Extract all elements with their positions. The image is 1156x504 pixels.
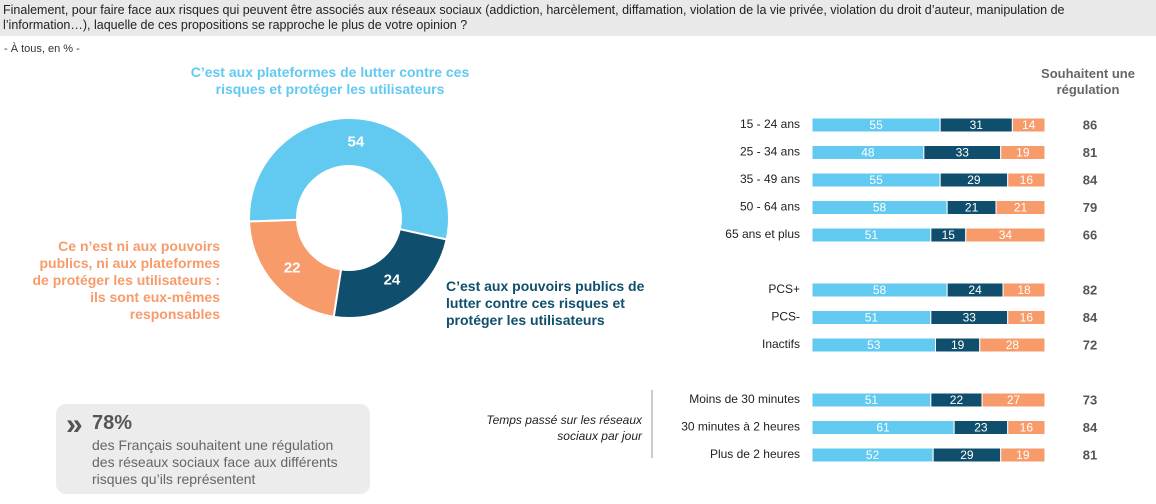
data-label: 18 [1017, 283, 1031, 297]
data-label: 51 [865, 311, 879, 325]
data-label: 61 [876, 421, 890, 435]
data-label: 58 [873, 201, 887, 215]
donut-label: C’est aux plateformes de lutter contre c… [190, 64, 470, 97]
data-label: 28 [1006, 338, 1020, 352]
data-label: 34 [999, 228, 1013, 242]
data-label: 54 [348, 133, 365, 150]
data-label: 24 [384, 272, 401, 289]
callout-figure: 78% [92, 412, 133, 434]
data-label: 52 [866, 448, 880, 462]
data-label: 22 [284, 259, 301, 276]
category-label: Plus de 2 heures [710, 447, 800, 461]
total-value: 81 [1083, 447, 1097, 462]
bar-segment [1007, 310, 1046, 325]
category-label: PCS- [771, 310, 800, 324]
donut-label: Ce n’est ni aux pouvoirs publics, ni aux… [32, 238, 221, 322]
data-label: 21 [1014, 201, 1028, 215]
data-label: 19 [1016, 448, 1030, 462]
donut-segment [248, 117, 450, 241]
data-label: 51 [865, 228, 879, 242]
total-value: 84 [1083, 310, 1098, 325]
bar-segment [1000, 145, 1046, 160]
category-label: Moins de 30 minutes [689, 392, 800, 406]
donut-segment [248, 218, 343, 318]
total-value: 84 [1083, 420, 1098, 435]
total-value: 81 [1083, 145, 1097, 160]
data-label: 55 [869, 118, 883, 132]
data-label: 19 [1016, 146, 1030, 160]
bar-segment [1007, 420, 1046, 435]
bar-segment [965, 227, 1046, 243]
data-label: 31 [970, 118, 984, 132]
note: - À tous, en % - [4, 43, 80, 55]
data-label: 19 [951, 338, 965, 352]
data-label: 15 [942, 228, 956, 242]
category-label: 30 minutes à 2 heures [681, 420, 800, 434]
data-label: 16 [1020, 173, 1034, 187]
bar-segment [995, 200, 1046, 215]
question: Finalement, pour faire face aux risques … [0, 0, 1156, 36]
bar-segment [1000, 447, 1046, 463]
data-label: 22 [950, 393, 964, 407]
data-label: 16 [1020, 311, 1034, 325]
category-label: Inactifs [762, 337, 800, 351]
bar-segment [1011, 117, 1046, 133]
data-label: 24 [968, 283, 982, 297]
total-value: 82 [1083, 282, 1097, 297]
category-label: PCS+ [768, 282, 800, 296]
bar-segment [979, 337, 1046, 353]
data-label: 29 [960, 448, 974, 462]
data-label: 53 [867, 338, 881, 352]
data-label: 29 [967, 173, 981, 187]
category-label: 15 - 24 ans [740, 117, 800, 131]
callout-text: des Français souhaitent une régulation d… [92, 437, 338, 487]
bar-segment [1002, 282, 1046, 298]
data-label: 58 [873, 283, 887, 297]
total-value: 84 [1083, 172, 1098, 187]
category-label: 65 ans et plus [725, 227, 800, 241]
bar-segment [981, 392, 1046, 408]
group-annotation: Temps passé sur les réseaux sociaux par … [486, 413, 642, 443]
category-label: 25 - 34 ans [740, 145, 800, 159]
data-label: 27 [1007, 393, 1021, 407]
data-label: 33 [956, 146, 970, 160]
data-label: 51 [865, 393, 879, 407]
category-label: 50 - 64 ans [740, 200, 800, 214]
data-label: 48 [861, 146, 875, 160]
data-label: 16 [1020, 421, 1034, 435]
data-label: 21 [965, 201, 979, 215]
data-label: 33 [963, 311, 977, 325]
data-label: 23 [974, 421, 988, 435]
bar-segment [1007, 172, 1046, 188]
total-value: 86 [1083, 117, 1097, 132]
total-value: 73 [1083, 392, 1097, 407]
total-value: 79 [1083, 200, 1097, 215]
category-label: 35 - 49 ans [740, 172, 800, 186]
totals-title: Souhaitent une régulation [1041, 66, 1135, 97]
data-label: 55 [869, 173, 883, 187]
donut-label: C’est aux pouvoirs publics de lutter con… [446, 278, 645, 328]
donut-segment [332, 227, 448, 319]
callout: » 78% des Français souhaitent une régula… [56, 404, 370, 494]
total-value: 66 [1083, 227, 1097, 242]
total-value: 72 [1083, 337, 1097, 352]
data-label: 14 [1022, 118, 1036, 132]
